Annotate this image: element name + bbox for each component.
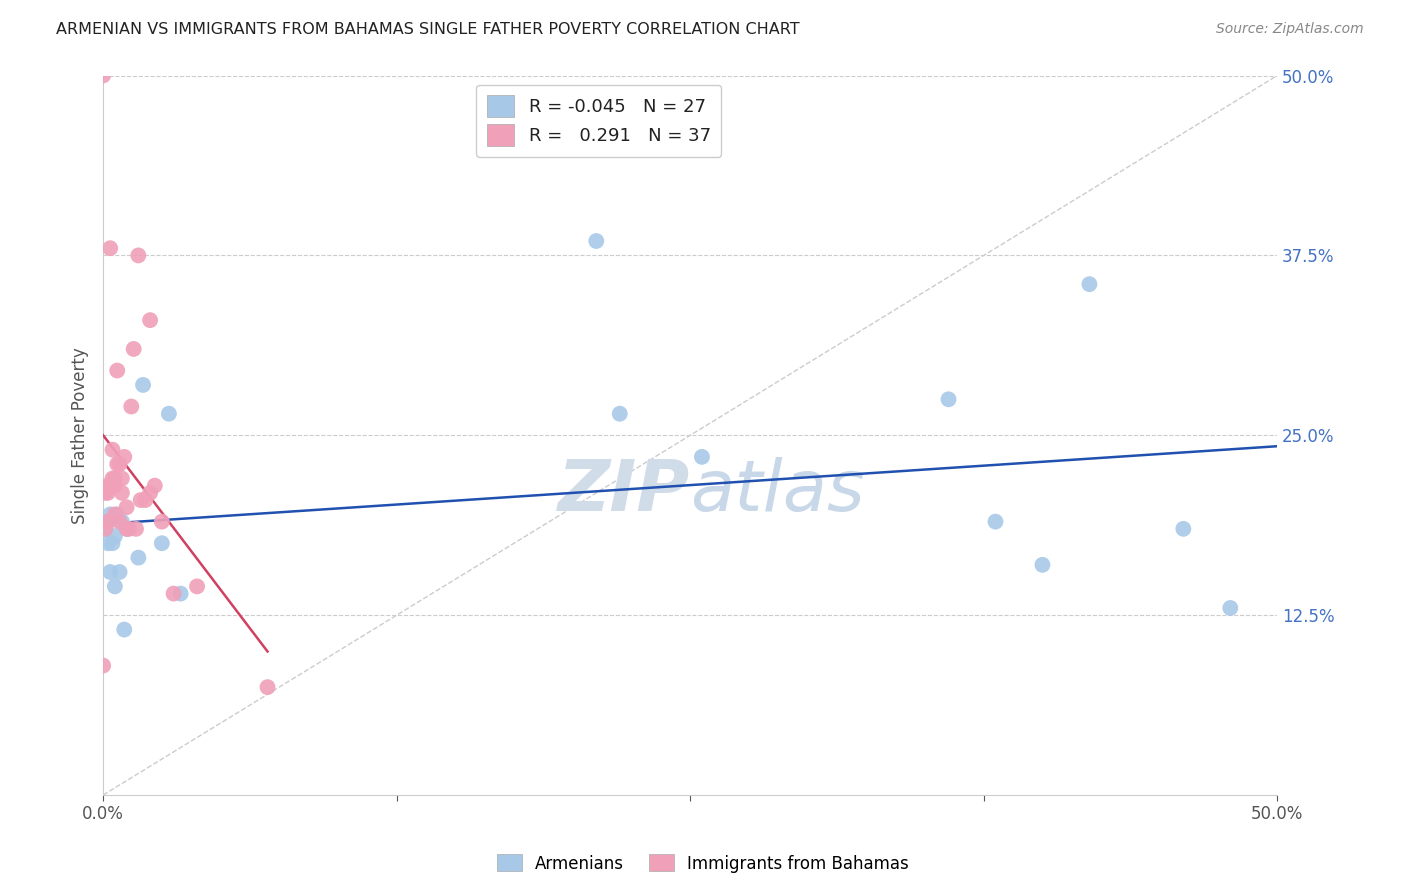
Point: [1173, 522, 1195, 536]
Point: [97, 486, 120, 500]
Point: [169, 586, 191, 600]
Point: [101, 442, 124, 457]
Point: [112, 623, 135, 637]
Legend: Armenians, Immigrants from Bahamas: Armenians, Immigrants from Bahamas: [491, 847, 915, 880]
Point: [94, 522, 117, 536]
Point: [105, 508, 128, 522]
Point: [91, 658, 114, 673]
Point: [98, 478, 121, 492]
Point: [94, 486, 117, 500]
Point: [139, 486, 162, 500]
Point: [98, 508, 121, 522]
Point: [186, 579, 208, 593]
Point: [98, 565, 121, 579]
Point: [108, 457, 131, 471]
Point: [98, 241, 121, 255]
Point: [125, 522, 148, 536]
Point: [97, 536, 120, 550]
Point: [115, 522, 138, 536]
Point: [115, 522, 138, 536]
Point: [150, 515, 173, 529]
Point: [94, 522, 117, 536]
Point: [101, 536, 124, 550]
Point: [609, 407, 631, 421]
Point: [157, 407, 180, 421]
Point: [139, 313, 162, 327]
Point: [111, 471, 134, 485]
Point: [112, 450, 135, 464]
Text: Source: ZipAtlas.com: Source: ZipAtlas.com: [1216, 22, 1364, 37]
Text: atlas: atlas: [690, 457, 865, 526]
Point: [118, 522, 141, 536]
Point: [105, 457, 128, 471]
Point: [127, 248, 149, 262]
Point: [105, 363, 128, 377]
Y-axis label: Single Father Poverty: Single Father Poverty: [72, 347, 89, 524]
Point: [938, 392, 960, 407]
Point: [690, 450, 713, 464]
Point: [1219, 601, 1241, 615]
Point: [120, 400, 142, 414]
Point: [101, 471, 124, 485]
Point: [91, 69, 114, 83]
Point: [104, 478, 127, 492]
Point: [127, 550, 149, 565]
Point: [97, 515, 120, 529]
Point: [108, 565, 131, 579]
Point: [122, 342, 145, 356]
Point: [104, 508, 127, 522]
Point: [984, 515, 1007, 529]
Legend: R = -0.045   N = 27, R =   0.291   N = 37: R = -0.045 N = 27, R = 0.291 N = 37: [477, 85, 721, 157]
Point: [97, 515, 120, 529]
Point: [104, 529, 127, 543]
Point: [585, 234, 607, 248]
Point: [150, 536, 173, 550]
Point: [115, 500, 138, 515]
Point: [256, 680, 278, 694]
Point: [104, 471, 127, 485]
Point: [1078, 277, 1101, 292]
Point: [162, 586, 184, 600]
Text: ZIP: ZIP: [558, 457, 690, 526]
Point: [111, 515, 134, 529]
Point: [134, 493, 156, 508]
Point: [104, 579, 127, 593]
Point: [108, 515, 131, 529]
Point: [1031, 558, 1053, 572]
Point: [129, 493, 152, 508]
Text: ARMENIAN VS IMMIGRANTS FROM BAHAMAS SINGLE FATHER POVERTY CORRELATION CHART: ARMENIAN VS IMMIGRANTS FROM BAHAMAS SING…: [56, 22, 800, 37]
Point: [143, 478, 166, 492]
Point: [97, 478, 120, 492]
Point: [132, 378, 155, 392]
Point: [111, 486, 134, 500]
